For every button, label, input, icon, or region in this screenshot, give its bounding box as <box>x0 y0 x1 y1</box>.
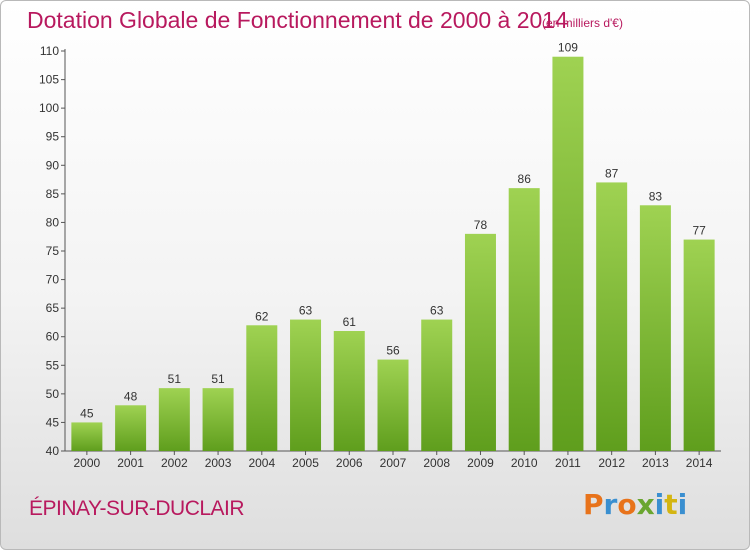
bar-value-label: 45 <box>80 406 94 420</box>
commune-name: ÉPINAY-SUR-DUCLAIR <box>29 497 245 520</box>
bar-value-label: 48 <box>124 389 138 403</box>
bar-value-label: 62 <box>255 309 269 323</box>
proxiti-logo[interactable]: Proxiti <box>583 488 687 521</box>
x-tick-label: 2009 <box>467 456 494 470</box>
logo-letter: o <box>617 488 637 521</box>
bar-value-label: 86 <box>518 172 532 186</box>
y-tick-label: 100 <box>39 101 59 115</box>
x-tick-label: 2003 <box>205 456 232 470</box>
logo-letter: x <box>636 488 655 521</box>
bar <box>115 405 147 451</box>
x-tick-label: 2001 <box>117 456 144 470</box>
x-tick-label: 2014 <box>686 456 713 470</box>
bar-value-label: 109 <box>558 41 578 55</box>
bar-value-label: 87 <box>605 166 619 180</box>
x-tick-label: 2002 <box>161 456 188 470</box>
bar-value-label: 51 <box>211 372 225 386</box>
y-tick-label: 75 <box>46 244 60 258</box>
x-tick-label: 2007 <box>380 456 407 470</box>
bar <box>71 422 103 451</box>
bar <box>552 56 584 451</box>
chart-title: Dotation Globale de Fonctionnement de 20… <box>27 7 568 33</box>
x-tick-label: 2006 <box>336 456 363 470</box>
y-tick-label: 60 <box>46 330 60 344</box>
x-tick-label: 2012 <box>598 456 625 470</box>
bar <box>333 331 365 451</box>
logo-letter: P <box>583 488 604 521</box>
y-tick-label: 50 <box>46 387 60 401</box>
bar <box>508 188 540 451</box>
y-tick-label: 55 <box>46 358 60 372</box>
bar <box>158 388 190 451</box>
bar-value-label: 63 <box>299 304 313 318</box>
x-tick-label: 2008 <box>423 456 450 470</box>
logo-letter: t <box>664 488 678 521</box>
x-tick-label: 2013 <box>642 456 669 470</box>
y-tick-label: 65 <box>46 301 60 315</box>
logo-letter: r <box>603 488 618 521</box>
bar <box>596 182 628 451</box>
bar <box>639 205 671 451</box>
bar-value-label: 83 <box>649 189 663 203</box>
bar <box>421 319 453 451</box>
chart-unit: (en milliers d'€) <box>542 16 623 30</box>
logo-letter: i <box>654 488 665 521</box>
x-tick-label: 2010 <box>511 456 538 470</box>
y-tick-label: 85 <box>46 187 60 201</box>
bar <box>290 319 322 451</box>
y-tick-label: 105 <box>39 73 59 87</box>
bar <box>246 325 278 451</box>
x-tick-label: 2004 <box>248 456 275 470</box>
logo-letter: i <box>677 488 688 521</box>
bar <box>202 388 234 451</box>
y-tick-label: 40 <box>46 444 60 458</box>
y-tick-label: 90 <box>46 158 60 172</box>
bar-value-label: 63 <box>430 304 444 318</box>
x-tick-label: 2011 <box>555 456 581 470</box>
bar-value-label: 56 <box>386 344 400 358</box>
y-tick-label: 110 <box>40 44 59 58</box>
y-tick-label: 95 <box>46 130 60 144</box>
bar-value-label: 61 <box>343 315 357 329</box>
bar-value-label: 51 <box>168 372 182 386</box>
bar-value-label: 78 <box>474 218 488 232</box>
bar-value-label: 77 <box>692 224 706 238</box>
y-tick-label: 80 <box>46 215 60 229</box>
bar <box>683 239 715 451</box>
bar <box>464 233 496 451</box>
y-tick-label: 45 <box>46 415 60 429</box>
x-tick-label: 2000 <box>74 456 101 470</box>
x-tick-label: 2005 <box>292 456 319 470</box>
bar <box>377 359 409 451</box>
y-tick-label: 70 <box>46 273 60 287</box>
